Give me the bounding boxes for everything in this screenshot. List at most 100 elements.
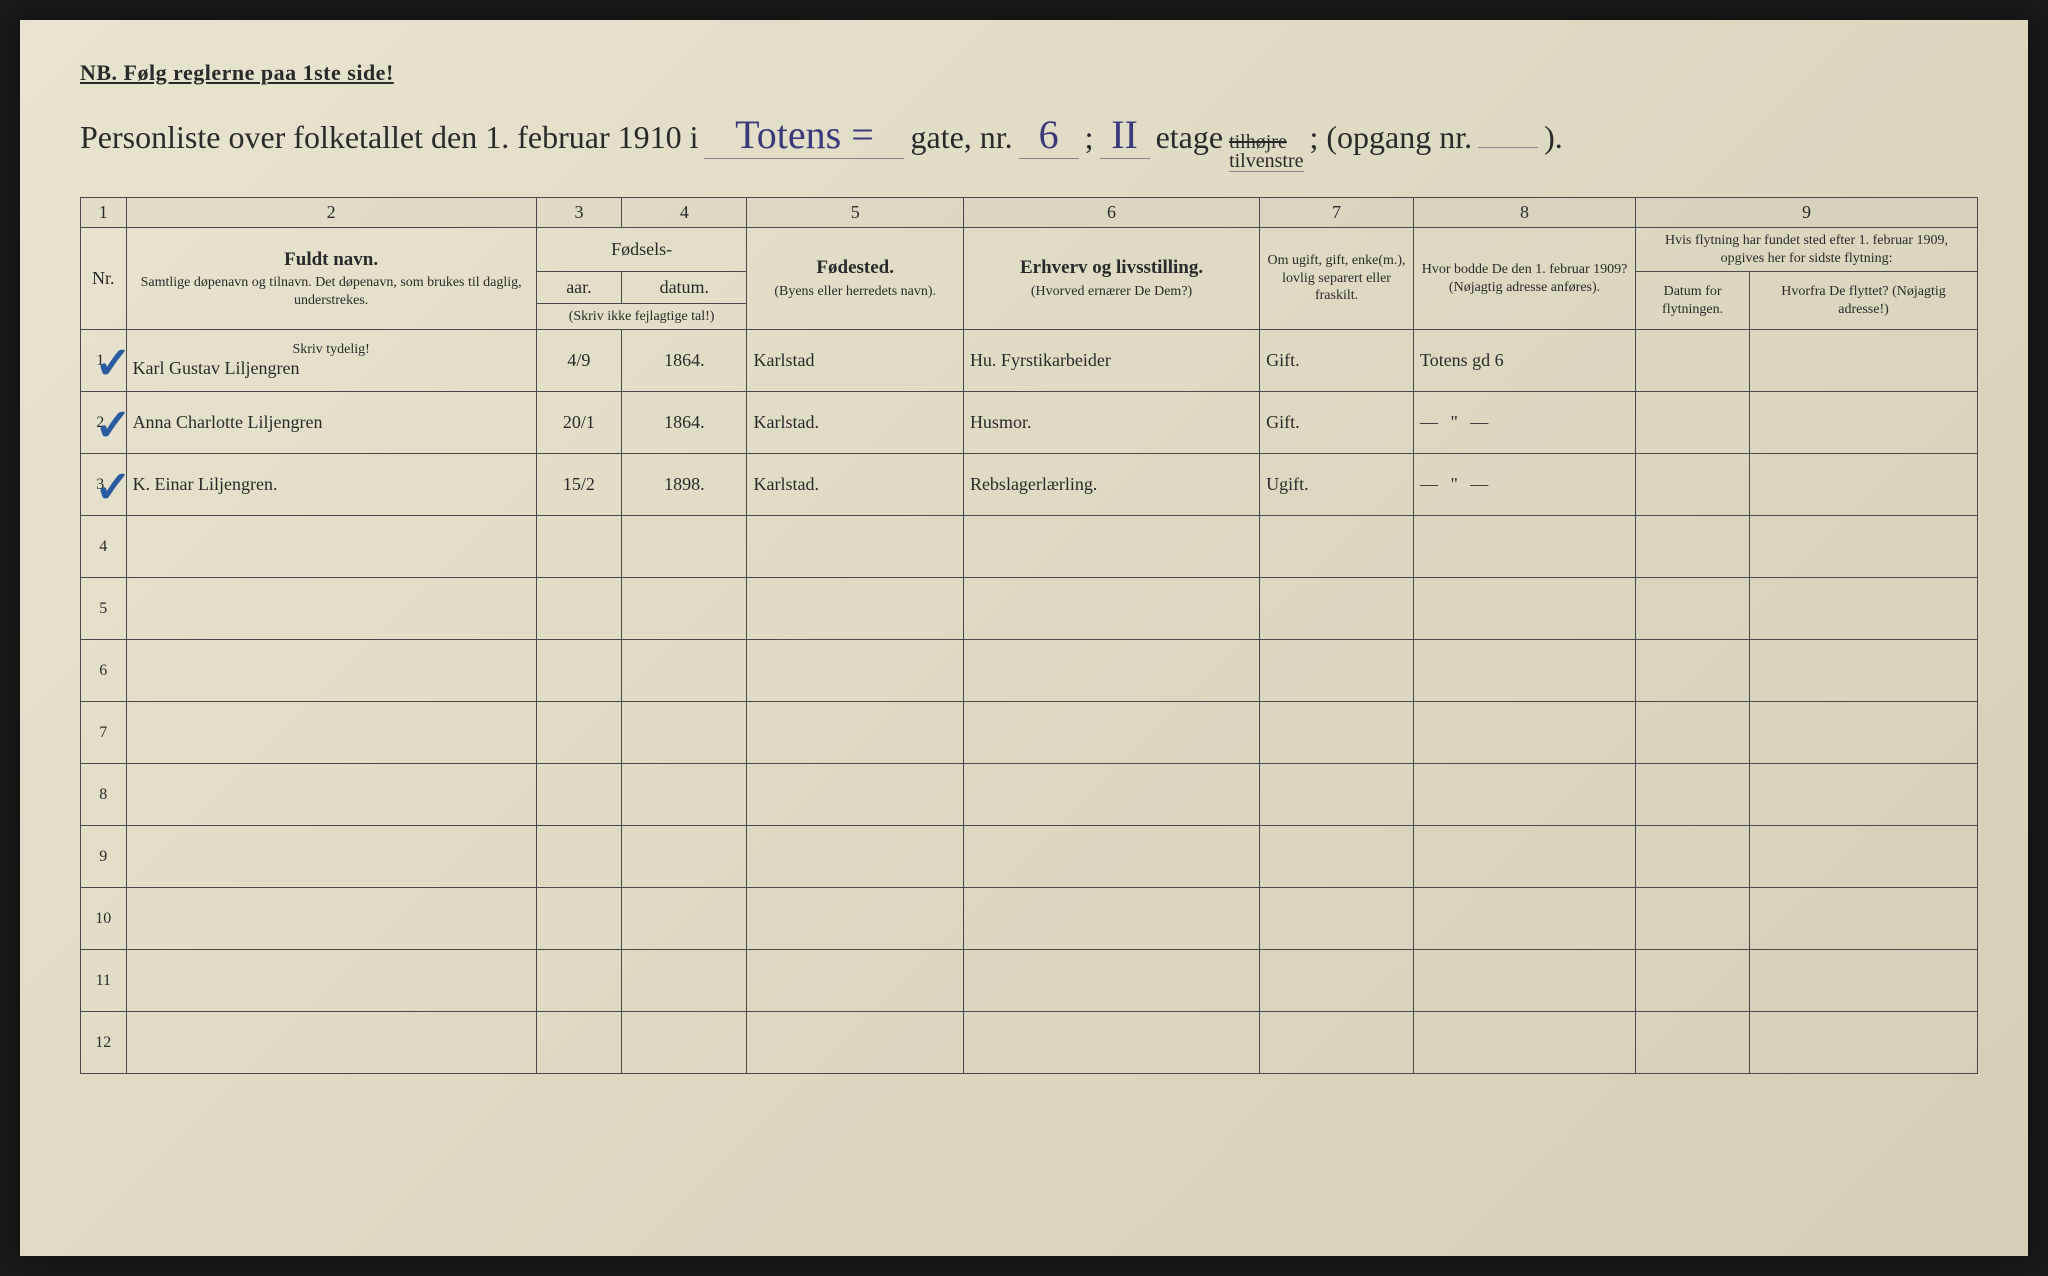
hdr-bosted: Hvor bodde De den 1. februar 1909? (Nøja… [1413, 228, 1635, 330]
row-nr: 8 [81, 764, 127, 826]
row-flyt-fra [1750, 454, 1978, 516]
table-row: 4 [81, 516, 1978, 578]
street-value: Totens = [704, 111, 904, 159]
table-row: 8 [81, 764, 1978, 826]
hdr-fodsels-note: (Skriv ikke fejlagtige tal!) [536, 303, 747, 330]
colnum-2: 2 [126, 198, 536, 228]
colnum-9: 9 [1636, 198, 1978, 228]
row-datum: 4/9 [536, 330, 621, 392]
row-fodested: Karlstad. [747, 392, 963, 454]
hdr-navn-sub: Samtlige døpenavn og tilnavn. Det døpena… [133, 274, 530, 309]
title-prefix: Personliste over folketallet den 1. febr… [80, 119, 698, 156]
opgang-value [1478, 147, 1538, 148]
hdr-erhverv-main: Erhverv og livsstilling. [970, 256, 1253, 280]
row-sivilstand: Gift. [1260, 330, 1414, 392]
check-icon: ✓ [95, 338, 132, 389]
colnum-4: 4 [622, 198, 747, 228]
navn-text: K. Einar Liljengren. [133, 474, 278, 494]
hdr-fodsels-note-text: (Skriv ikke fejlagtige tal!) [543, 308, 741, 326]
closing-paren: ). [1544, 119, 1563, 156]
skriv-tydelig-note: Skriv tydelig! [133, 342, 530, 358]
check-icon: ✓ [95, 400, 132, 451]
table-row: 2 ✓ Anna Charlotte Liljengren 20/1 1864.… [81, 392, 1978, 454]
row-aar: 1864. [622, 392, 747, 454]
header-row-1: Nr. Fuldt navn. Samtlige døpenavn og til… [81, 228, 1978, 272]
form-title-line: Personliste over folketallet den 1. febr… [80, 111, 1978, 172]
hdr-datum: datum. [622, 272, 747, 304]
row-fodested: Karlstad. [747, 454, 963, 516]
row-nr: 10 [81, 888, 127, 950]
hdr-sivilstand: Om ugift, gift, enke(m.), lovlig separer… [1260, 228, 1414, 330]
nb-instruction: NB. Følg reglerne paa 1ste side! [80, 60, 1978, 86]
census-form-page: NB. Følg reglerne paa 1ste side! Personl… [20, 20, 2028, 1256]
table-row: 7 [81, 702, 1978, 764]
table-row: 11 [81, 950, 1978, 1012]
gate-label: gate, nr. [910, 119, 1012, 156]
hdr-erhverv: Erhverv og livsstilling. (Hvorved ernære… [963, 228, 1259, 330]
row-sivilstand: Ugift. [1260, 454, 1414, 516]
etage-label: etage [1156, 119, 1224, 156]
census-table: 1 2 3 4 5 6 7 8 9 Nr. Fuldt navn. Samtli… [80, 197, 1978, 1074]
row-nr: 9 [81, 826, 127, 888]
row-flyt-datum [1636, 330, 1750, 392]
opgang-label: ; (opgang nr. [1310, 119, 1473, 156]
row-nr: 11 [81, 950, 127, 1012]
check-icon: ✓ [95, 462, 132, 513]
colnum-6: 6 [963, 198, 1259, 228]
navn-text: Karl Gustav Liljengren [133, 358, 300, 378]
side-bottom: tilvenstre [1229, 152, 1303, 171]
row-navn: ✓ Anna Charlotte Liljengren [126, 392, 536, 454]
row-erhverv: Rebslagerlærling. [963, 454, 1259, 516]
hdr-sivilstand-text: Om ugift, gift, enke(m.), lovlig separer… [1266, 252, 1407, 305]
hdr-flytning-intro: Hvis flytning har fundet sted efter 1. f… [1636, 228, 1978, 272]
gate-nr-value: 6 [1019, 111, 1079, 159]
colnum-7: 7 [1260, 198, 1414, 228]
table-row: 9 [81, 826, 1978, 888]
row-navn: ✓ K. Einar Liljengren. [126, 454, 536, 516]
row-bosted: Totens gd 6 [1413, 330, 1635, 392]
table-row: 6 [81, 640, 1978, 702]
hdr-aar: aar. [536, 272, 621, 304]
row-flyt-datum [1636, 392, 1750, 454]
row-bosted: — " — [1413, 392, 1635, 454]
hdr-flyt-datum-text: Datum for flytningen. [1642, 283, 1743, 318]
row-flyt-fra [1750, 392, 1978, 454]
row-nr: 12 [81, 1012, 127, 1074]
row-nr: 6 [81, 640, 127, 702]
colnum-1: 1 [81, 198, 127, 228]
hdr-fodested-main: Fødested. [753, 256, 956, 280]
hdr-fodsels: Fødsels- [536, 228, 747, 272]
side-option: tilhøjre tilvenstre [1229, 133, 1303, 172]
row-erhverv: Husmor. [963, 392, 1259, 454]
hdr-flytning-intro-text: Hvis flytning har fundet sted efter 1. f… [1642, 232, 1971, 267]
hdr-flyt-fra-text: Hvorfra De flyttet? (Nøjagtig adresse!) [1756, 283, 1971, 318]
row-nr: 7 [81, 702, 127, 764]
navn-text: Anna Charlotte Liljengren [133, 412, 323, 432]
row-aar: 1898. [622, 454, 747, 516]
row-navn: ✓ Skriv tydelig! Karl Gustav Liljengren [126, 330, 536, 392]
semicolon1: ; [1085, 119, 1094, 156]
hdr-erhverv-sub: (Hvorved ernærer De Dem?) [970, 283, 1253, 301]
row-nr: 4 [81, 516, 127, 578]
row-flyt-fra [1750, 330, 1978, 392]
hdr-fodested: Fødested. (Byens eller herredets navn). [747, 228, 963, 330]
hdr-bosted-main: Hvor bodde De den 1. februar 1909? [1420, 261, 1629, 279]
hdr-bosted-sub: (Nøjagtig adresse anføres). [1420, 279, 1629, 297]
table-row: 12 [81, 1012, 1978, 1074]
colnum-8: 8 [1413, 198, 1635, 228]
row-flyt-datum [1636, 454, 1750, 516]
hdr-navn-main: Fuldt navn. [133, 248, 530, 272]
row-bosted: — " — [1413, 454, 1635, 516]
table-row: 10 [81, 888, 1978, 950]
column-number-row: 1 2 3 4 5 6 7 8 9 [81, 198, 1978, 228]
row-nr: 5 [81, 578, 127, 640]
hdr-fodested-sub: (Byens eller herredets navn). [753, 283, 956, 301]
hdr-flyt-fra: Hvorfra De flyttet? (Nøjagtig adresse!) [1750, 272, 1978, 330]
row-datum: 20/1 [536, 392, 621, 454]
row-aar: 1864. [622, 330, 747, 392]
hdr-nr: Nr. [81, 228, 127, 330]
hdr-navn: Fuldt navn. Samtlige døpenavn og tilnavn… [126, 228, 536, 330]
table-row: 1 ✓ Skriv tydelig! Karl Gustav Liljengre… [81, 330, 1978, 392]
table-row: 5 [81, 578, 1978, 640]
etage-value: II [1100, 111, 1150, 159]
